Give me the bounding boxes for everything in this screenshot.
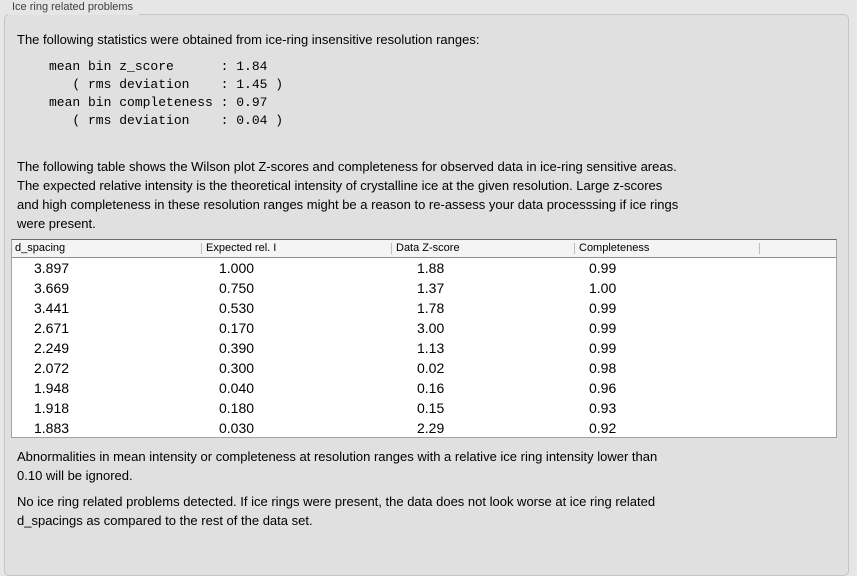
table-cell: 1.13 — [417, 340, 445, 356]
table-cell: 0.750 — [219, 280, 255, 296]
table-cell: 1.78 — [417, 300, 445, 316]
table-cell: 1.88 — [417, 260, 445, 276]
column-header-completeness[interactable]: Completeness — [574, 240, 759, 257]
ice-ring-table-body: 3.897 1.000 1.88 0.99 3.669 0.750 1.37 1.00 3.44… — [12, 258, 836, 437]
table-cell: 0.98 — [589, 360, 617, 376]
table-cell: 1.37 — [417, 280, 445, 296]
table-row[interactable]: 1.918 0.180 0.15 0.93 — [12, 398, 836, 418]
table-cell: 0.030 — [219, 420, 255, 436]
table-cell: 0.530 — [219, 300, 255, 316]
table-cell — [759, 258, 836, 278]
table-row[interactable]: 3.441 0.530 1.78 0.99 — [12, 298, 836, 318]
table-row[interactable]: 1.948 0.040 0.16 0.96 — [12, 378, 836, 398]
intro-text: The following statistics were obtained f… — [17, 32, 480, 47]
table-cell: 3.00 — [417, 320, 445, 336]
stats-summary: mean bin z_score : 1.84 ( rms deviation … — [49, 59, 284, 128]
table-cell — [759, 298, 836, 318]
table-cell: 0.040 — [219, 380, 255, 396]
table-row[interactable]: 2.249 0.390 1.13 0.99 — [12, 338, 836, 358]
table-row[interactable]: 1.883 0.030 2.29 0.92 — [12, 418, 836, 437]
table-cell — [759, 318, 836, 338]
column-header-d-spacing[interactable]: d_spacing — [15, 242, 66, 254]
table-row[interactable]: 2.671 0.170 3.00 0.99 — [12, 318, 836, 338]
table-cell: 0.93 — [589, 400, 617, 416]
column-header-expected-rel-i[interactable]: Expected rel. I — [201, 240, 391, 257]
table-cell: 3.669 — [34, 280, 70, 296]
table-cell: 0.96 — [589, 380, 617, 396]
table-cell: 0.16 — [417, 380, 445, 396]
table-cell — [759, 338, 836, 358]
table-cell: 0.180 — [219, 400, 255, 416]
table-cell: 1.000 — [219, 260, 255, 276]
ice-ring-panel: { "panel": { "title": "Ice ring related … — [4, 1, 849, 576]
table-cell: 0.300 — [219, 360, 255, 376]
table-cell — [759, 278, 836, 298]
ice-ring-table[interactable]: d_spacing Expected rel. I Data Z-score Comp… — [11, 239, 837, 438]
table-row[interactable]: 3.897 1.000 1.88 0.99 — [12, 258, 836, 278]
table-cell: 2.29 — [417, 420, 445, 436]
conclusion-text: No ice ring related problems detected. I… — [17, 494, 656, 528]
table-cell: 0.02 — [417, 360, 445, 376]
table-cell: 0.99 — [589, 260, 617, 276]
table-cell: 0.99 — [589, 320, 617, 336]
table-row[interactable]: 2.072 0.300 0.02 0.98 — [12, 358, 836, 378]
table-cell: 0.99 — [589, 300, 617, 316]
table-cell: 2.249 — [34, 340, 70, 356]
ignore-threshold-note: Abnormalities in mean intensity or compl… — [17, 449, 658, 483]
table-cell: 0.170 — [219, 320, 255, 336]
table-row[interactable]: 3.669 0.750 1.37 1.00 — [12, 278, 836, 298]
table-cell — [759, 418, 836, 437]
table-cell: 1.918 — [34, 400, 70, 416]
table-cell: 1.883 — [34, 420, 70, 436]
table-cell — [759, 378, 836, 398]
table-description: The following table shows the Wilson plo… — [17, 159, 679, 231]
table-cell — [759, 398, 836, 418]
table-cell: 0.92 — [589, 420, 617, 436]
table-cell: 3.441 — [34, 300, 70, 316]
table-cell: 0.99 — [589, 340, 617, 356]
table-cell: 0.390 — [219, 340, 255, 356]
column-header-empty[interactable] — [759, 240, 836, 257]
table-cell: 2.072 — [34, 360, 70, 376]
table-cell: 1.00 — [589, 280, 617, 296]
ice-ring-groupbox: The following statistics were obtained f… — [4, 14, 849, 576]
table-cell: 0.15 — [417, 400, 445, 416]
table-cell: 1.948 — [34, 380, 70, 396]
table-cell: 2.671 — [34, 320, 70, 336]
ice-ring-table-header: d_spacing Expected rel. I Data Z-score Comp… — [12, 240, 836, 258]
groupbox-title: Ice ring related problems — [8, 1, 140, 15]
table-cell: 3.897 — [34, 260, 70, 276]
column-header-data-z-score[interactable]: Data Z-score — [391, 240, 574, 257]
table-cell — [759, 358, 836, 378]
